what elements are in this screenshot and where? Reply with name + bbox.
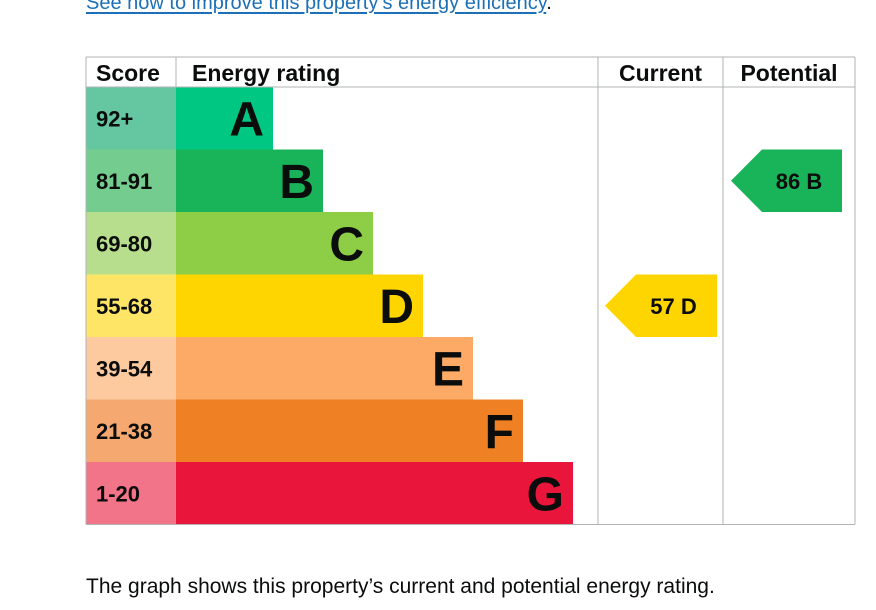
score-range-g: 1-20 xyxy=(96,481,140,506)
rating-bar-d xyxy=(176,274,423,337)
current-arrow xyxy=(605,274,717,337)
energy-efficiency-link-row: See how to improve this property’s energ… xyxy=(86,0,552,16)
rating-bar-c xyxy=(176,212,373,275)
rating-bar-b xyxy=(176,149,323,212)
score-range-d: 55-68 xyxy=(96,294,152,319)
current-rating-label: 57 D xyxy=(650,294,696,319)
potential-arrow xyxy=(731,149,842,212)
rating-letter-g: G xyxy=(527,468,564,521)
rating-bar-a xyxy=(176,87,273,150)
rating-letter-e: E xyxy=(432,343,464,396)
score-cell-a xyxy=(86,87,176,150)
rating-bar-g xyxy=(176,462,573,525)
score-cell-d xyxy=(86,274,176,337)
improve-efficiency-link[interactable]: See how to improve this property’s energ… xyxy=(86,0,547,14)
potential-rating-label: 86 B xyxy=(776,169,822,194)
rating-bar-f xyxy=(176,399,523,462)
score-range-c: 69-80 xyxy=(96,231,152,256)
score-cell-e xyxy=(86,337,176,400)
rating-letter-b: B xyxy=(279,156,314,209)
header-potential: Potential xyxy=(740,60,837,86)
chart-caption: The graph shows this property’s current … xyxy=(86,575,715,598)
score-cell-c xyxy=(86,212,176,275)
rating-letter-d: D xyxy=(379,281,414,334)
score-cell-f xyxy=(86,399,176,462)
score-range-f: 21-38 xyxy=(96,419,152,444)
header-score: Score xyxy=(96,60,160,86)
rating-letter-a: A xyxy=(229,93,264,146)
score-range-e: 39-54 xyxy=(96,356,153,381)
header-energy-rating: Energy rating xyxy=(192,60,340,86)
rating-bar-e xyxy=(176,337,473,400)
score-range-b: 81-91 xyxy=(96,169,152,194)
score-range-a: 92+ xyxy=(96,106,133,131)
score-cell-b xyxy=(86,149,176,212)
header-current: Current xyxy=(619,60,702,86)
rating-letter-c: C xyxy=(329,218,364,271)
link-period: . xyxy=(546,0,552,14)
rating-letter-f: F xyxy=(485,406,514,459)
score-cell-g xyxy=(86,462,176,525)
